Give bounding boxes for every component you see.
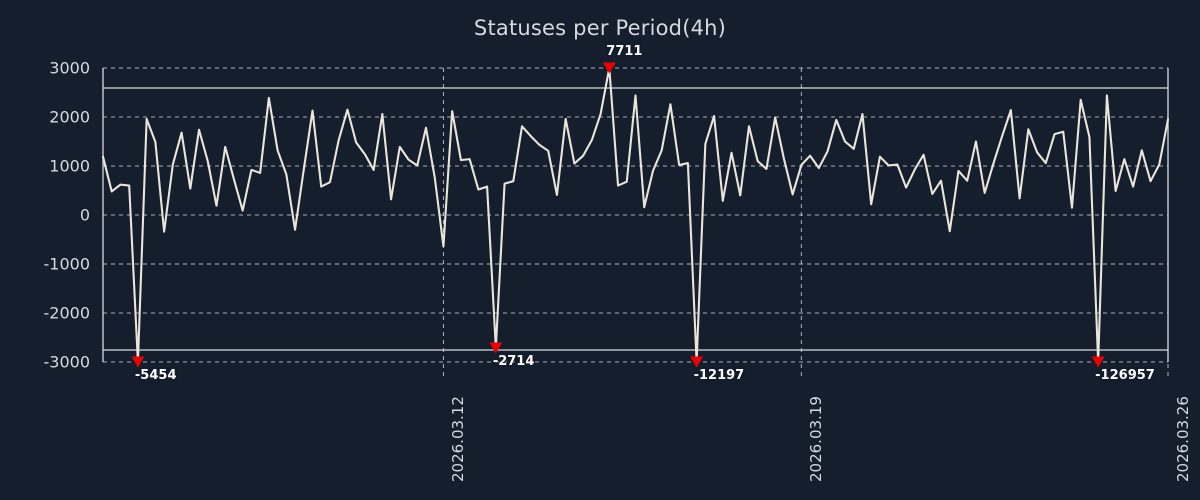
y-tick-label: 3000 [49, 58, 90, 78]
point-label: -12197 [693, 368, 745, 383]
point-label: -126957 [1095, 368, 1155, 383]
chart-title: Statuses per Period(4h) [473, 16, 727, 40]
data-line [101, 66, 1170, 364]
y-tick-label: -1000 [43, 254, 91, 274]
y-tick-label: -2000 [43, 303, 91, 323]
x-tick-label: 2026.03.12 [449, 396, 468, 482]
point-label: -2714 [492, 353, 535, 369]
y-tick-label: 2000 [49, 107, 90, 127]
y-axis-ticks: 3000 2000 1000 0 -1000 -2000 -3000 [26, 0, 91, 500]
x-tick-label: 2026.03.19 [807, 396, 826, 482]
annotation-markers [131, 62, 1105, 368]
y-tick-label: 0 [79, 205, 90, 225]
y-tick-label: -3000 [43, 352, 91, 372]
y-tick-label: 1000 [49, 156, 90, 176]
point-label: -5454 [134, 368, 177, 383]
plot-frame [102, 68, 1169, 362]
gridlines [103, 67, 1169, 376]
x-tick-label: 2026.03.26 [1174, 396, 1192, 482]
point-label: 7711 [606, 44, 643, 59]
